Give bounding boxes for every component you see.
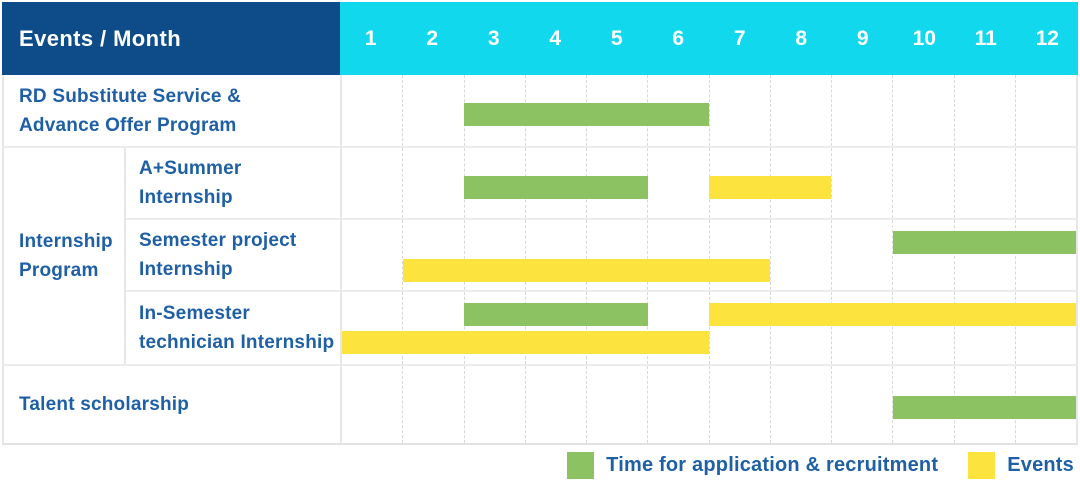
application-swatch-icon xyxy=(567,452,595,479)
group-row: Internship Program A+Summer Internship Semes… xyxy=(4,148,1076,366)
month-label-4: 4 xyxy=(549,26,562,50)
row-label-line: In-Semester xyxy=(139,303,250,324)
row-label: Talent scholarship xyxy=(4,366,342,443)
table-row: RD Substitute Service & Advance Offer Pro… xyxy=(4,75,1076,148)
row-label-line: RD Substitute Service & xyxy=(19,85,242,107)
month-label-6: 6 xyxy=(672,26,685,50)
month-label-11: 11 xyxy=(974,26,997,50)
events-month-table: Events / Month 1 2 3 4 5 6 7 8 9 10 11 12 RD Substi… xyxy=(2,2,1078,445)
table-body: RD Substitute Service & Advance Offer Pro… xyxy=(2,75,1078,445)
header-events-month: Events / Month xyxy=(2,2,340,75)
month-label-7: 7 xyxy=(733,26,746,50)
table-subrow: A+Summer Internship xyxy=(126,148,1076,220)
month-label-10: 10 xyxy=(912,26,936,50)
chart-cell xyxy=(342,148,1076,218)
subrow-label: A+Summer Internship xyxy=(126,148,342,218)
chart-cell xyxy=(342,366,1076,443)
bar-application-m3-m5 xyxy=(464,176,648,199)
month-label-12: 12 xyxy=(1035,26,1059,50)
row-label-line: Internship xyxy=(139,187,233,208)
month-label-3: 3 xyxy=(487,26,500,50)
legend-label-events: Events xyxy=(1007,454,1074,476)
month-gridlines xyxy=(342,75,1076,146)
group-label: Internship Program xyxy=(4,148,126,364)
table-subrow: Semester project Internship xyxy=(126,220,1076,292)
legend-item-application: Time for application & recruitment xyxy=(567,452,938,479)
month-label-9: 9 xyxy=(856,26,869,50)
bar-application-m10-m12 xyxy=(892,231,1076,254)
bar-events-m7-m8 xyxy=(709,176,832,199)
bar-events-m2-m7 xyxy=(403,259,771,282)
subrow-label: In-Semester technician Internship xyxy=(126,292,342,364)
legend: Time for application & recruitment Event… xyxy=(567,452,1074,479)
month-label-2: 2 xyxy=(426,26,439,50)
legend-item-events: Events xyxy=(968,452,1074,479)
row-label-line: technician Internship xyxy=(139,332,335,353)
month-header-strip: 1 2 3 4 5 6 7 8 9 10 11 12 xyxy=(340,2,1078,75)
row-label-line: Internship xyxy=(139,259,233,280)
month-label-8: 8 xyxy=(795,26,808,50)
month-label-5: 5 xyxy=(610,26,623,50)
row-label-line: Internship xyxy=(19,231,113,252)
subrow-label: Semester project Internship xyxy=(126,220,342,290)
chart-cell xyxy=(342,292,1076,364)
bar-events-m1-m6 xyxy=(342,331,709,354)
bar-events-m7-m12 xyxy=(709,303,1076,326)
row-label-line: A+Summer xyxy=(139,158,242,179)
row-label-line: Talent scholarship xyxy=(19,394,190,415)
row-label-line: Advance Offer Program xyxy=(19,114,237,136)
events-swatch-icon xyxy=(968,452,996,479)
bar-application-m10-m12 xyxy=(892,396,1076,419)
row-label: RD Substitute Service & Advance Offer Pro… xyxy=(4,75,342,146)
table-subrow: In-Semester technician Internship xyxy=(126,292,1076,364)
legend-label-application: Time for application & recruitment xyxy=(606,454,939,476)
bar-application-m3-m6 xyxy=(464,103,709,126)
chart-cell xyxy=(342,220,1076,290)
month-label-1: 1 xyxy=(364,26,377,50)
bar-application-m3-m5 xyxy=(464,303,648,326)
chart-cell xyxy=(342,75,1076,146)
table-header-row: Events / Month 1 2 3 4 5 6 7 8 9 10 11 12 xyxy=(2,2,1078,75)
table-row: Talent scholarship xyxy=(4,366,1076,443)
row-label-line: Program xyxy=(19,260,99,281)
row-label-line: Semester project xyxy=(139,230,297,251)
